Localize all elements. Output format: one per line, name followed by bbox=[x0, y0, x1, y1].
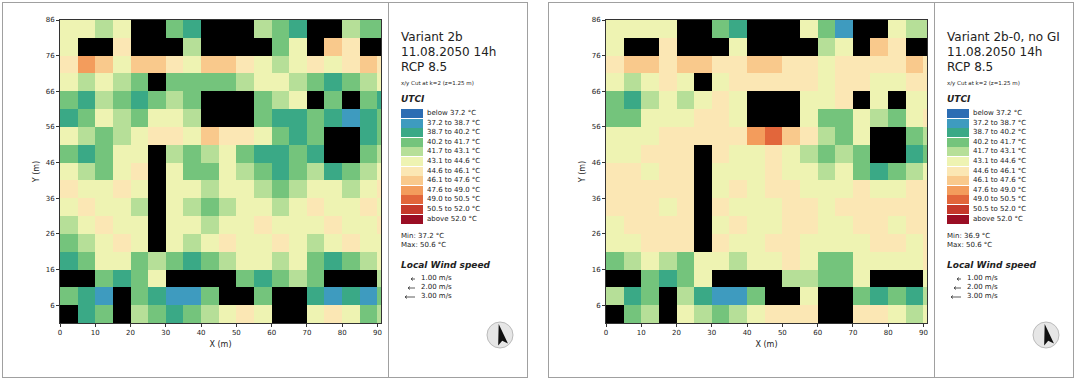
svg-text:46: 46 bbox=[592, 159, 601, 167]
svg-text:X (m): X (m) bbox=[755, 340, 777, 349]
svg-text:86: 86 bbox=[592, 16, 601, 24]
svg-text:56: 56 bbox=[46, 123, 55, 131]
svg-text:46: 46 bbox=[46, 159, 55, 167]
html-text:46.1 to 47.6 °C: 46.1 to 47.6 °C bbox=[973, 176, 1027, 185]
svg-text:36: 36 bbox=[592, 195, 601, 203]
html-text:40.2 to 41.7 °C: 40.2 to 41.7 °C bbox=[973, 137, 1027, 146]
html-text:3.00 m/s: 3.00 m/s bbox=[421, 292, 452, 300]
html-text:Variant 2b: Variant 2b bbox=[401, 30, 463, 44]
html-text:11.08.2050 14h: 11.08.2050 14h bbox=[947, 45, 1043, 59]
html-text:below 37.2 °C: below 37.2 °C bbox=[427, 109, 477, 117]
svg-text:66: 66 bbox=[592, 88, 601, 96]
html-text:3.00 m/s: 3.00 m/s bbox=[967, 292, 998, 300]
html-text:47.6 to 49.0 °C: 47.6 to 49.0 °C bbox=[427, 185, 481, 194]
html-text:44.6 to 46.1 °C: 44.6 to 46.1 °C bbox=[427, 166, 481, 175]
svg-text:26: 26 bbox=[592, 230, 601, 238]
html-text:49.0 to 50.5 °C: 49.0 to 50.5 °C bbox=[427, 195, 481, 204]
html-text:Local Wind speed: Local Wind speed bbox=[401, 260, 490, 270]
svg-text:80: 80 bbox=[884, 329, 893, 337]
html-text:Min: 37.2 °C: Min: 37.2 °C bbox=[401, 232, 445, 240]
html-text:37.2 to 38.7 °C: 37.2 to 38.7 °C bbox=[427, 118, 481, 127]
html-text:above 52.0 °C: above 52.0 °C bbox=[427, 214, 477, 223]
svg-text:6: 6 bbox=[50, 302, 55, 310]
svg-text:76: 76 bbox=[46, 52, 55, 60]
svg-text:26: 26 bbox=[46, 230, 55, 238]
svg-text:90: 90 bbox=[919, 329, 928, 337]
svg-text:56: 56 bbox=[592, 123, 601, 131]
svg-text:76: 76 bbox=[592, 52, 601, 60]
svg-text:50: 50 bbox=[778, 329, 787, 337]
svg-text:10: 10 bbox=[637, 329, 646, 337]
svg-text:20: 20 bbox=[672, 329, 681, 337]
html-text:46.1 to 47.6 °C: 46.1 to 47.6 °C bbox=[427, 176, 481, 185]
html-text:1.00 m/s: 1.00 m/s bbox=[967, 274, 998, 282]
svg-text:40: 40 bbox=[743, 329, 752, 337]
html-text:44.6 to 46.1 °C: 44.6 to 46.1 °C bbox=[973, 166, 1027, 175]
html-text:Min: 36.9 °C: Min: 36.9 °C bbox=[947, 232, 991, 240]
html-text:Local Wind speed: Local Wind speed bbox=[947, 260, 1036, 270]
svg-text:6: 6 bbox=[596, 302, 601, 310]
html-text:41.7 to 43.1 °C: 41.7 to 43.1 °C bbox=[973, 147, 1027, 156]
html-text:37.2 to 38.7 °C: 37.2 to 38.7 °C bbox=[973, 118, 1027, 127]
svg-text:30: 30 bbox=[707, 329, 716, 337]
html-text:43.1 to 44.6 °C: 43.1 to 44.6 °C bbox=[973, 157, 1027, 165]
svg-text:60: 60 bbox=[813, 329, 822, 337]
html-text:43.1 to 44.6 °C: 43.1 to 44.6 °C bbox=[427, 157, 481, 165]
html-text:47.6 to 49.0 °C: 47.6 to 49.0 °C bbox=[973, 185, 1027, 194]
svg-text:30: 30 bbox=[161, 329, 170, 337]
html-text:Variant 2b-0, no GI: Variant 2b-0, no GI bbox=[947, 30, 1060, 44]
html-text:41.7 to 43.1 °C: 41.7 to 43.1 °C bbox=[427, 147, 481, 156]
html-text:RCP 8.5: RCP 8.5 bbox=[947, 60, 994, 74]
svg-text:10: 10 bbox=[91, 329, 100, 337]
html-text:above 52.0 °C: above 52.0 °C bbox=[973, 214, 1023, 223]
html-text:49.0 to 50.5 °C: 49.0 to 50.5 °C bbox=[973, 195, 1027, 204]
svg-text:86: 86 bbox=[46, 16, 55, 24]
svg-text:60: 60 bbox=[267, 329, 276, 337]
html-text:2.00 m/s: 2.00 m/s bbox=[967, 283, 998, 291]
html-text:UTCI: UTCI bbox=[947, 94, 971, 104]
html-text:x/y Cut at k=2 (z=1.25 m): x/y Cut at k=2 (z=1.25 m) bbox=[947, 80, 1020, 86]
html-text:1.00 m/s: 1.00 m/s bbox=[421, 274, 452, 282]
svg-text:16: 16 bbox=[592, 266, 601, 274]
html-text:RCP 8.5: RCP 8.5 bbox=[401, 60, 448, 74]
svg-text:Y (m): Y (m) bbox=[32, 161, 41, 183]
html-text:Max: 50.6 °C: Max: 50.6 °C bbox=[401, 241, 447, 249]
html-text:below 37.2 °C: below 37.2 °C bbox=[973, 109, 1023, 117]
html-text:38.7 to 40.2 °C: 38.7 to 40.2 °C bbox=[427, 128, 481, 137]
svg-text:40: 40 bbox=[197, 329, 206, 337]
svg-text:80: 80 bbox=[338, 329, 347, 337]
svg-text:16: 16 bbox=[46, 266, 55, 274]
html-text:2.00 m/s: 2.00 m/s bbox=[421, 283, 452, 291]
svg-text:X (m): X (m) bbox=[209, 340, 231, 349]
html-text:x/y Cut at k=2 (z=1.25 m): x/y Cut at k=2 (z=1.25 m) bbox=[401, 80, 474, 86]
svg-text:70: 70 bbox=[302, 329, 311, 337]
svg-text:66: 66 bbox=[46, 88, 55, 96]
html-text:Max: 50.6 °C: Max: 50.6 °C bbox=[947, 241, 993, 249]
svg-text:50: 50 bbox=[232, 329, 241, 337]
html-text:11.08.2050 14h: 11.08.2050 14h bbox=[401, 45, 497, 59]
svg-text:70: 70 bbox=[848, 329, 857, 337]
html-text:40.2 to 41.7 °C: 40.2 to 41.7 °C bbox=[427, 137, 481, 146]
svg-text:36: 36 bbox=[46, 195, 55, 203]
svg-text:Y (m): Y (m) bbox=[578, 161, 587, 183]
svg-text:0: 0 bbox=[58, 329, 62, 337]
html-text:50.5 to 52.0 °C: 50.5 to 52.0 °C bbox=[973, 205, 1027, 213]
html-text:50.5 to 52.0 °C: 50.5 to 52.0 °C bbox=[427, 205, 481, 213]
svg-text:0: 0 bbox=[604, 329, 608, 337]
html-text:UTCI: UTCI bbox=[401, 94, 425, 104]
html-text:38.7 to 40.2 °C: 38.7 to 40.2 °C bbox=[973, 128, 1027, 137]
svg-text:20: 20 bbox=[126, 329, 135, 337]
svg-text:90: 90 bbox=[373, 329, 382, 337]
